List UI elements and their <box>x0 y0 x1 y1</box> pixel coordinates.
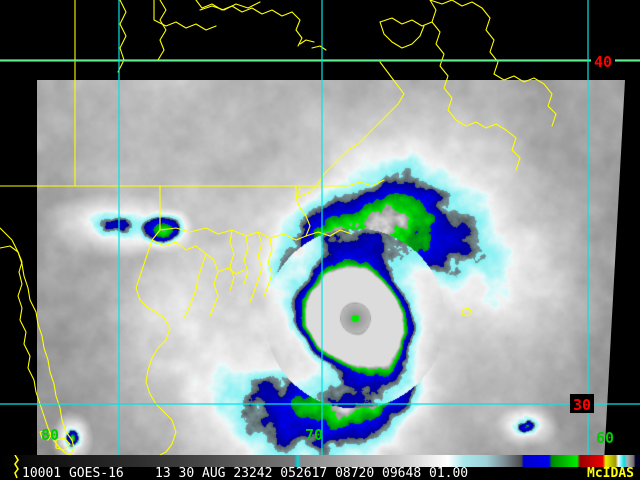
longitude-label-60: 60 <box>596 429 614 447</box>
longitude-label-80: 80 <box>41 426 59 444</box>
coastline-tail-glyph <box>14 455 19 479</box>
enhancement-colorbar[interactable] <box>0 455 640 467</box>
mcidas-brand-label: McIDAS <box>587 466 634 480</box>
coastline-paths <box>0 0 640 455</box>
satellite-data-sector <box>37 80 625 455</box>
longitude-label-70: 70 <box>305 426 323 444</box>
status-text: 10001 GOES-16 13 30 AUG 23242 052617 087… <box>22 466 469 480</box>
latitude-label-30: 30 <box>573 396 591 414</box>
latitude-label-40: 40 <box>594 53 612 71</box>
satellite-image-area[interactable] <box>0 0 640 455</box>
label-bg-lat-40 <box>591 51 615 70</box>
latlon-grid-overlay <box>0 0 640 455</box>
grid-label-overlay: 40 30 80 70 60 <box>41 51 615 447</box>
bottom-status-bar: 10001 GOES-16 13 30 AUG 23242 052617 087… <box>0 455 640 480</box>
coastline-overlay <box>0 0 640 455</box>
infrared-raster <box>37 80 625 455</box>
label-bg-lat-30 <box>570 394 594 413</box>
